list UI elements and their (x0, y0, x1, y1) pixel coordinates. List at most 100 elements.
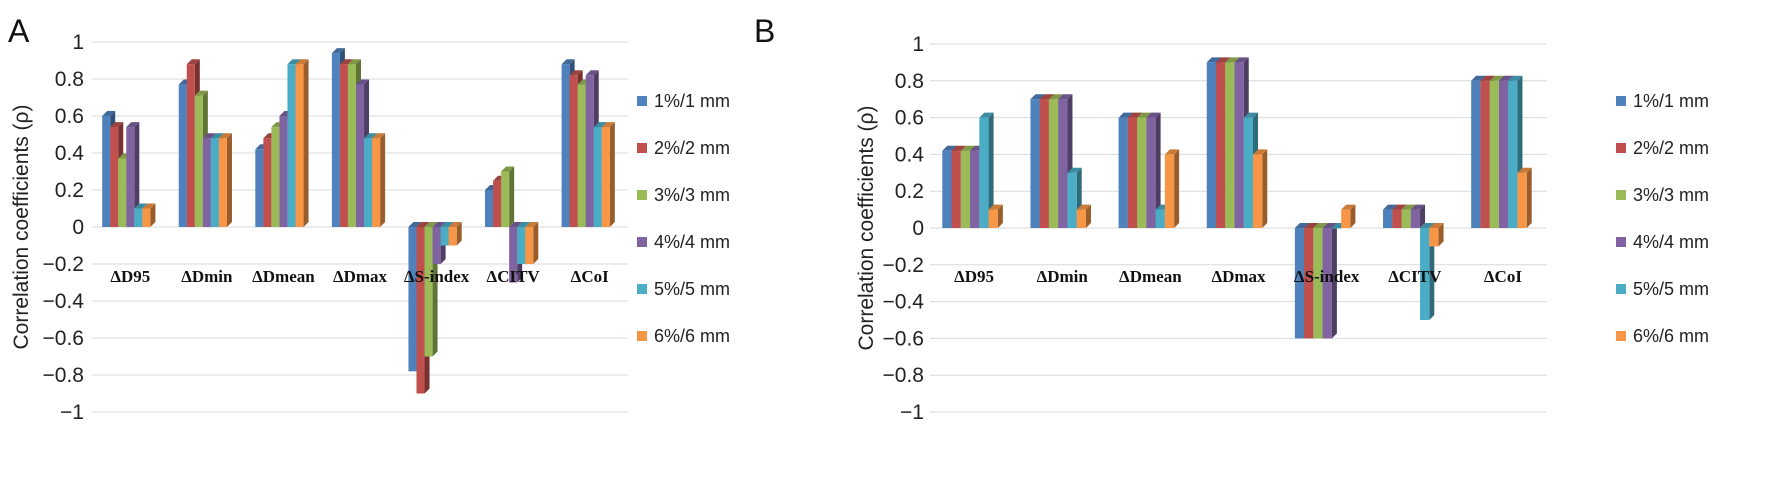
legend-swatch (1616, 190, 1626, 200)
bar (1517, 167, 1532, 228)
bar-top (1480, 75, 1495, 81)
bar-top (1322, 223, 1337, 228)
bar-front (1341, 209, 1351, 228)
bar-top (1253, 149, 1268, 155)
y-tick-label: −0.6 (883, 327, 924, 350)
bar-top (509, 222, 523, 227)
bar-side (1420, 204, 1426, 228)
x-category-label: ΔDmean (252, 267, 315, 286)
bar-side (150, 203, 156, 227)
bar-side (380, 133, 386, 227)
bar-front (1294, 228, 1305, 339)
bar-top (1383, 204, 1398, 210)
bar-side (988, 112, 994, 228)
bar-front (1039, 99, 1049, 228)
bar-front (110, 127, 119, 227)
bar-front (1498, 80, 1509, 228)
legend-label: 2%/2 mm (654, 138, 730, 158)
bar-front (194, 95, 203, 228)
bar-side (134, 122, 140, 227)
bar-top (134, 203, 148, 209)
bar-front (1480, 80, 1490, 228)
bar-front (942, 150, 952, 228)
legend-swatch (637, 331, 647, 341)
x-category-label: ΔCoI (571, 267, 609, 286)
bar-front (416, 227, 425, 394)
bar-front (1471, 80, 1481, 228)
bar-front (1517, 172, 1527, 228)
bar (1410, 204, 1426, 228)
bar-front (339, 64, 348, 227)
legend-swatch (1616, 237, 1626, 247)
bar-front (372, 138, 381, 227)
bar-front (186, 64, 195, 227)
bar-top (1164, 149, 1180, 155)
legend-label: 3%/3 mm (1633, 185, 1709, 205)
bar-chart-a: A 1 0.8 0.6 0.4 0.2 0 −0.2 −0.4 −0.6 −0.8 −1 Correla… (8, 13, 730, 424)
legend-entry: 2%/2 mm (1616, 138, 1709, 158)
bar-front (1243, 117, 1254, 228)
bar-side (1085, 204, 1091, 228)
bar-front (218, 138, 227, 227)
legend-label: 6%/6 mm (1633, 326, 1709, 346)
bar-top (1429, 223, 1444, 228)
bar-front (102, 116, 111, 227)
legend-entry: 3%/3 mm (637, 185, 730, 205)
bar (1322, 223, 1337, 339)
bar-top (1243, 112, 1259, 118)
bar-front (126, 127, 135, 227)
bar-top (295, 59, 309, 65)
bar-front (1420, 228, 1430, 320)
bar-top (585, 70, 599, 76)
bar-top (1341, 204, 1356, 210)
bar (218, 133, 232, 227)
x-category-label: ΔD95 (954, 267, 994, 286)
bar-side (1526, 167, 1532, 228)
bar-front (364, 138, 373, 227)
bar-top (501, 166, 515, 172)
bar-front (1058, 99, 1068, 228)
bar-front (1118, 117, 1128, 228)
bar-front (424, 227, 433, 357)
bar-top (942, 145, 957, 151)
bar-top (1058, 94, 1073, 100)
legend-swatch (637, 190, 647, 200)
bar-front (1508, 80, 1518, 228)
bar-front (347, 64, 356, 227)
y-tick-label: −0.2 (43, 253, 84, 276)
legend-swatch (637, 237, 647, 247)
panel-label: B (754, 13, 775, 49)
bar-front (1067, 172, 1077, 228)
bar-top (1517, 167, 1532, 173)
bar-front (448, 227, 457, 246)
bar-side (1262, 149, 1268, 228)
y-axis-label: Correlation coefficients (ρ) (10, 105, 33, 350)
legend-label: 6%/6 mm (654, 326, 730, 346)
bar-front (1322, 228, 1332, 339)
bar-front (585, 75, 594, 227)
bar-top (1401, 204, 1416, 210)
bar-front (356, 84, 365, 227)
bar-front (979, 117, 989, 228)
bar-front (485, 190, 494, 227)
bar-front (295, 64, 304, 227)
x-category-label: ΔDmax (1211, 267, 1266, 286)
bar-top (432, 222, 446, 227)
y-tick-label: 0.6 (895, 107, 924, 130)
bar-front (569, 75, 578, 227)
bar-top (126, 122, 140, 128)
bar-front (1234, 62, 1244, 229)
bar-front (1313, 228, 1323, 339)
bar-top (1048, 94, 1064, 100)
x-category-label: ΔDmax (333, 267, 388, 286)
bar-side (997, 204, 1003, 228)
bar-top (1206, 57, 1221, 63)
legend-entry: 1%/1 mm (637, 91, 730, 111)
bar-top (1471, 75, 1486, 81)
bar-front (1137, 117, 1147, 228)
bar-top (1313, 223, 1328, 228)
bar-side (609, 122, 615, 227)
bar-top (194, 90, 208, 96)
bar-front (525, 227, 534, 264)
y-tick-label: −0.8 (43, 364, 84, 387)
